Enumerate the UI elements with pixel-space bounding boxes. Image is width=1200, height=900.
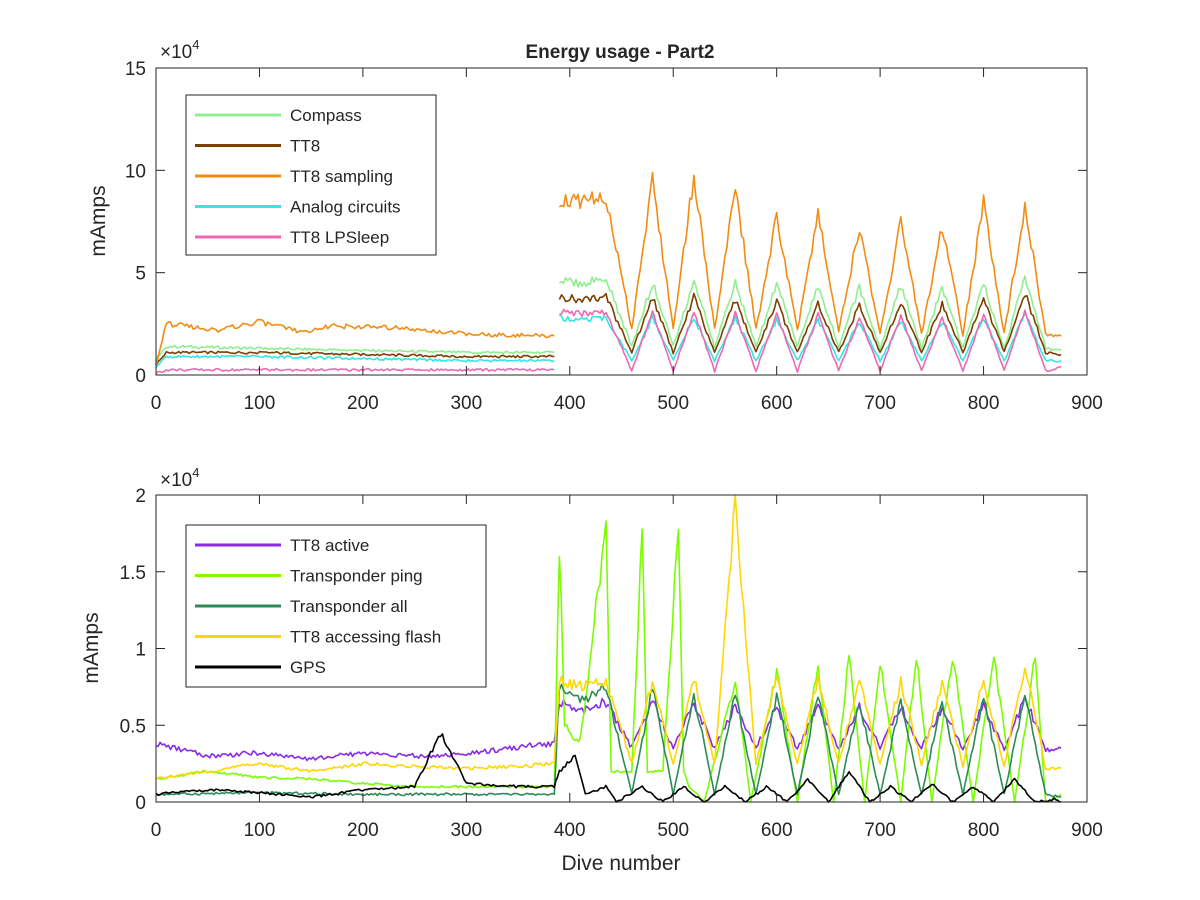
bottom-legend: TT8 active Transponder ping Transponder al… — [185, 524, 487, 688]
top-x-tick-label-8: 800 — [968, 393, 1000, 414]
bottom-x-tick-label-6: 600 — [761, 820, 793, 841]
top-y-tick-label-3: 15 — [125, 59, 146, 80]
top-series-2-line-1 — [155, 350, 555, 366]
top-axes: 0 100 200 300 400 500 600 700 800 900 0 5 10 15 mAmps… — [87, 37, 1103, 414]
bottom-series-1 — [155, 694, 1062, 762]
bottom-legend-label-1: TT8 active — [290, 536, 369, 555]
bottom-y-tick-label-3: 1.5 — [120, 563, 146, 584]
top-x-tick-label-1: 100 — [244, 393, 276, 414]
top-legend-label-2: TT8 — [290, 137, 320, 156]
top-legend-label-1: Compass — [290, 106, 362, 125]
top-legend-label-3: TT8 sampling — [290, 167, 393, 186]
top-series-5-line-2 — [559, 308, 1062, 373]
bottom-x-tick-label-3: 300 — [450, 820, 482, 841]
bottom-series-5 — [155, 733, 1062, 803]
top-series-3 — [155, 172, 1062, 367]
top-x-tick-label-6: 600 — [761, 393, 793, 414]
top-series-2 — [155, 292, 1062, 366]
top-series-1-line-2 — [559, 275, 1062, 352]
bottom-y-tick-label-4: 2 — [135, 486, 146, 507]
top-y-tick-label-2: 10 — [125, 161, 146, 182]
bottom-series-4-line-1 — [155, 494, 1062, 780]
top-series-1 — [155, 275, 1062, 361]
bottom-x-axis-label: Dive number — [561, 852, 680, 875]
bottom-series-1-line-1 — [155, 694, 1062, 762]
bottom-x-tick-label-1: 100 — [244, 820, 276, 841]
top-series-5 — [155, 308, 1062, 375]
bottom-series-4 — [155, 494, 1062, 780]
bottom-series-3 — [155, 683, 1062, 799]
top-x-tick-label-4: 400 — [554, 393, 586, 414]
bottom-y-tick-label-0: 0 — [135, 793, 146, 814]
bottom-axes: 0 100 200 300 400 500 600 700 800 900 0 0.5 1 1.5 2 mA… — [80, 465, 1103, 875]
bottom-y-axis-label: mAmps — [80, 612, 103, 683]
top-ticks: 0 100 200 300 400 500 600 700 800 900 0 5 10 15 — [125, 59, 1103, 414]
top-plot-frame — [155, 67, 1088, 376]
bottom-legend-label-3: Transponder all — [290, 597, 408, 616]
bottom-x-tick-label-5: 500 — [657, 820, 689, 841]
top-series-2-line-2 — [558, 292, 1062, 357]
top-x-tick-label-0: 0 — [151, 393, 162, 414]
top-series-layer — [155, 172, 1062, 375]
top-x-tick-label-2: 200 — [347, 393, 379, 414]
top-x-tick-label-3: 300 — [450, 393, 482, 414]
chart-title: Energy usage - Part2 — [525, 42, 714, 63]
top-series-3-line-1 — [155, 318, 555, 367]
top-x-tick-label-9: 900 — [1071, 393, 1103, 414]
bottom-x-tick-label-8: 800 — [968, 820, 1000, 841]
bottom-x-tick-label-4: 400 — [554, 820, 586, 841]
bottom-ticks: 0 100 200 300 400 500 600 700 800 900 0 0.5 1 1.5 2 — [120, 486, 1103, 841]
bottom-series-2 — [155, 520, 1062, 803]
bottom-x-tick-label-0: 0 — [151, 820, 162, 841]
bottom-y-tick-label-1: 0.5 — [120, 716, 146, 737]
top-series-1-line-1 — [155, 344, 555, 361]
bottom-legend-label-4: TT8 accessing flash — [290, 628, 441, 647]
top-legend: Compass TT8 TT8 sampling Analog circuits TT8… — [185, 94, 437, 256]
bottom-series-layer — [155, 494, 1062, 803]
top-series-3-line-2 — [558, 172, 1062, 338]
bottom-series-2-line-1 — [155, 520, 1062, 803]
top-x-tick-label-5: 500 — [657, 393, 689, 414]
bottom-x-tick-label-2: 200 — [347, 820, 379, 841]
top-x-tick-label-7: 700 — [864, 393, 896, 414]
top-y-axis-label: mAmps — [87, 185, 110, 256]
bottom-legend-label-2: Transponder ping — [290, 567, 423, 586]
top-y-tick-label-0: 0 — [135, 366, 146, 387]
top-series-4-line-1 — [155, 354, 555, 368]
bottom-y-tick-label-2: 1 — [135, 640, 146, 661]
bottom-x-tick-label-7: 700 — [864, 820, 896, 841]
top-series-5-line-1 — [155, 367, 555, 375]
bottom-legend-label-5: GPS — [290, 658, 326, 677]
top-y-multiplier: ×104 — [160, 37, 199, 63]
top-legend-label-5: TT8 LPSleep — [290, 228, 389, 247]
bottom-series-3-line-1 — [155, 683, 1062, 799]
bottom-y-multiplier: ×104 — [160, 465, 199, 491]
top-y-tick-label-1: 5 — [135, 264, 146, 285]
top-legend-label-4: Analog circuits — [290, 198, 401, 217]
bottom-series-5-line-1 — [155, 733, 1062, 803]
bottom-x-tick-label-9: 900 — [1071, 820, 1103, 841]
